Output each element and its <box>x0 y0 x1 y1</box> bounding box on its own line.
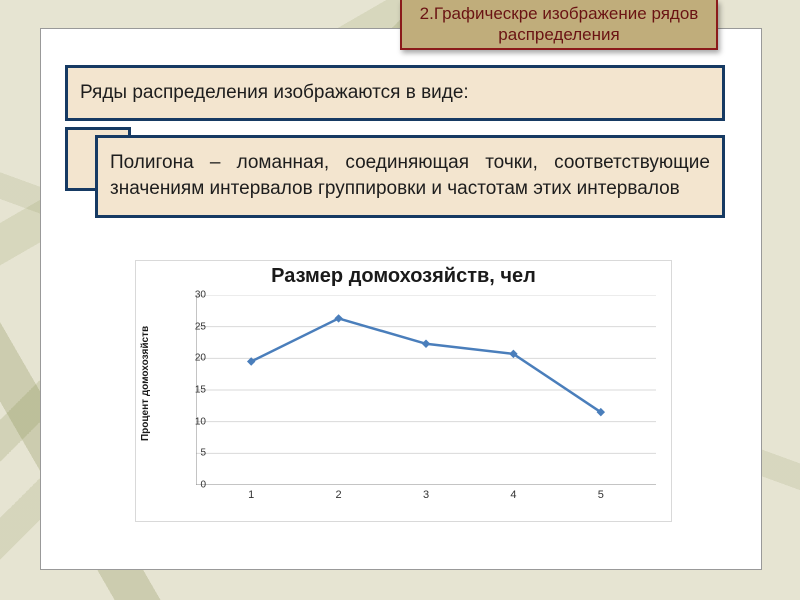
y-tick-label: 10 <box>186 416 206 427</box>
definition-text: Полигона – ломанная, соединяющая точки, … <box>110 152 710 199</box>
x-tick-label: 5 <box>598 489 604 501</box>
intro-box: Ряды распределения изображаются в виде: <box>65 65 725 121</box>
y-tick-label: 15 <box>186 385 206 396</box>
y-tick-label: 20 <box>186 353 206 364</box>
y-tick-label: 25 <box>186 321 206 332</box>
header-box: 2.Графическре изображение рядов распреде… <box>400 0 718 50</box>
x-tick-label: 4 <box>510 489 516 501</box>
slide-background: 2.Графическре изображение рядов распреде… <box>0 0 800 600</box>
definition-box: Полигона – ломанная, соединяющая точки, … <box>95 135 725 218</box>
y-tick-label: 30 <box>186 290 206 301</box>
chart-svg <box>196 295 656 485</box>
intro-text: Ряды распределения изображаются в виде: <box>80 82 469 103</box>
chart-container: Размер домохозяйств, чел Процент домохоз… <box>135 260 672 522</box>
chart-plot <box>196 295 656 485</box>
x-tick-label: 2 <box>336 489 342 501</box>
chart-title: Размер домохозяйств, чел <box>136 265 671 288</box>
x-tick-label: 3 <box>423 489 429 501</box>
x-tick-label: 1 <box>248 489 254 501</box>
y-tick-label: 5 <box>186 448 206 459</box>
chart-ylabel: Процент домохозяйств <box>140 326 151 441</box>
y-tick-label: 0 <box>186 480 206 491</box>
header-title: 2.Графическре изображение рядов распреде… <box>408 3 710 46</box>
